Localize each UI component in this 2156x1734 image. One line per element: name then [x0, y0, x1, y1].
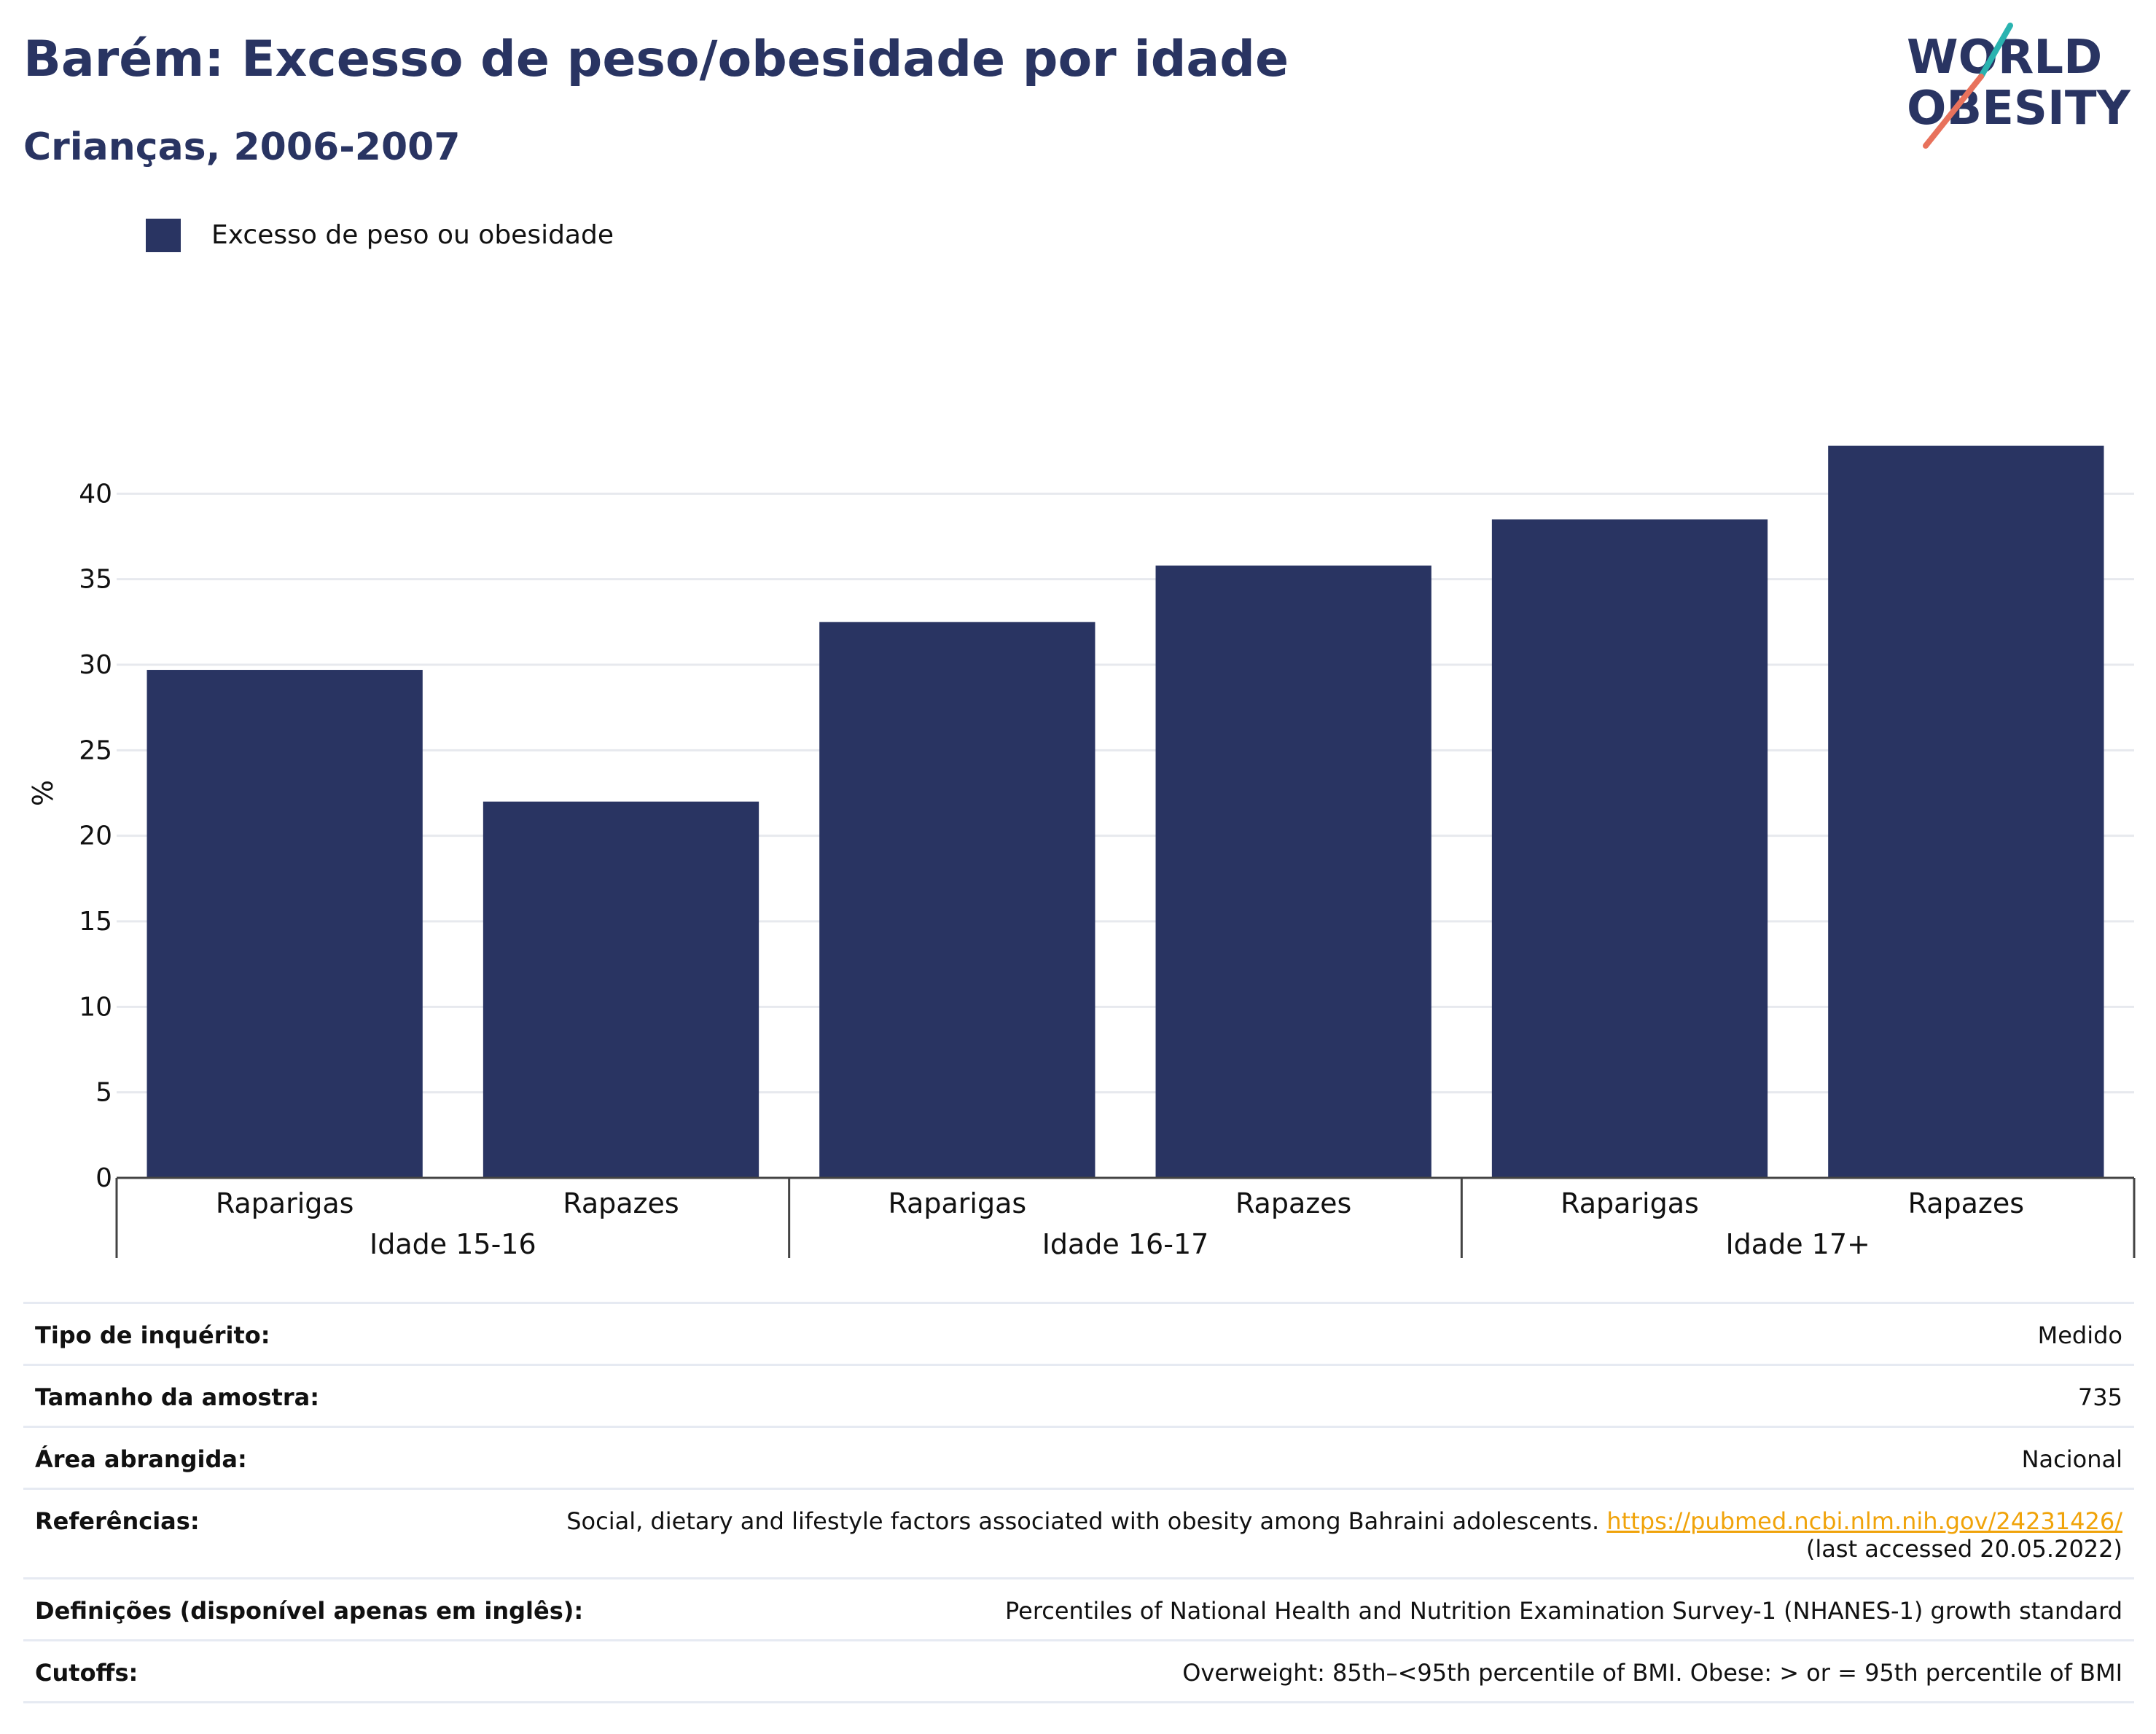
logo-slash-teal [1978, 23, 2013, 79]
info-row-survey-type: Tipo de inquérito: Medido [23, 1302, 2134, 1364]
x-category-label: Raparigas [888, 1187, 1027, 1219]
y-tick-label: 30 [79, 650, 112, 680]
bar [1828, 445, 2104, 1178]
info-row-sample-size: Tamanho da amostra: 735 [23, 1364, 2134, 1426]
y-tick-label: 25 [79, 735, 112, 765]
y-tick-label: 0 [95, 1163, 112, 1193]
definitions-label: Definições (disponível apenas em inglês)… [35, 1597, 584, 1625]
x-category-label: Rapazes [1908, 1187, 2024, 1219]
x-group-label: Idade 17+ [1725, 1228, 1870, 1260]
bar [819, 622, 1095, 1178]
bar [1155, 565, 1432, 1178]
references-label: Referências: [35, 1507, 200, 1535]
chart-title: Barém: Excesso de peso/obesidade por ida… [23, 31, 1289, 88]
info-row-cutoffs: Cutoffs: Overweight: 85th–<95th percenti… [23, 1639, 2134, 1703]
world-obesity-logo: WORLD OBESITY [1907, 23, 2130, 149]
y-tick-label: 15 [79, 907, 112, 937]
x-group-label: Idade 15-16 [370, 1228, 536, 1260]
reference-accessed: (last accessed 20.05.2022) [1805, 1535, 2122, 1563]
y-tick-label: 35 [79, 565, 112, 595]
y-tick-label: 5 [95, 1078, 112, 1108]
survey-type-label: Tipo de inquérito: [35, 1321, 270, 1349]
reference-text: Social, dietary and lifestyle factors as… [566, 1507, 1600, 1535]
survey-type-value: Medido [2037, 1321, 2122, 1349]
cutoffs-value: Overweight: 85th–<95th percentile of BMI… [1182, 1659, 2122, 1687]
bar [1491, 519, 1768, 1178]
info-row-definitions: Definições (disponível apenas em inglês)… [23, 1577, 2134, 1639]
y-tick-label: 20 [79, 821, 112, 851]
y-tick-label: 10 [79, 992, 112, 1022]
legend-label: Excesso de peso ou obesidade [211, 220, 614, 250]
chart-subtitle: Crianças, 2006-2007 [23, 125, 461, 169]
area-value: Nacional [2021, 1445, 2122, 1473]
info-row-references: Referências: Social, dietary and lifesty… [23, 1488, 2134, 1577]
x-category-label: Rapazes [563, 1187, 679, 1219]
y-tick-label: 40 [79, 479, 112, 509]
cutoffs-label: Cutoffs: [35, 1659, 138, 1687]
bar-chart: 0 5 10 15 20 25 30 35 40% Raparigas Rapazes Idade 1… [27, 445, 2136, 1260]
area-label: Área abrangida: [35, 1445, 247, 1473]
sample-size-value: 735 [2077, 1383, 2122, 1411]
y-axis-label: % [27, 780, 59, 806]
metadata-table: Tipo de inquérito: Medido Tamanho da amo… [23, 1302, 2134, 1703]
info-row-area: Área abrangida: Nacional [23, 1426, 2134, 1488]
bar [147, 670, 423, 1178]
references-value: Social, dietary and lifestyle factors as… [566, 1507, 2122, 1563]
sample-size-label: Tamanho da amostra: [35, 1383, 319, 1411]
x-category-label: Raparigas [1561, 1187, 1699, 1219]
x-category-label: Raparigas [216, 1187, 354, 1219]
definitions-value: Percentiles of National Health and Nutri… [1004, 1597, 2122, 1625]
reference-link[interactable]: https://pubmed.ncbi.nlm.nih.gov/24231426… [1606, 1507, 2122, 1535]
x-category-label: Rapazes [1235, 1187, 1351, 1219]
logo-slash-coral [1923, 74, 1984, 149]
x-group-label: Idade 16-17 [1042, 1228, 1209, 1260]
bar [483, 801, 759, 1178]
legend-swatch [146, 219, 181, 252]
